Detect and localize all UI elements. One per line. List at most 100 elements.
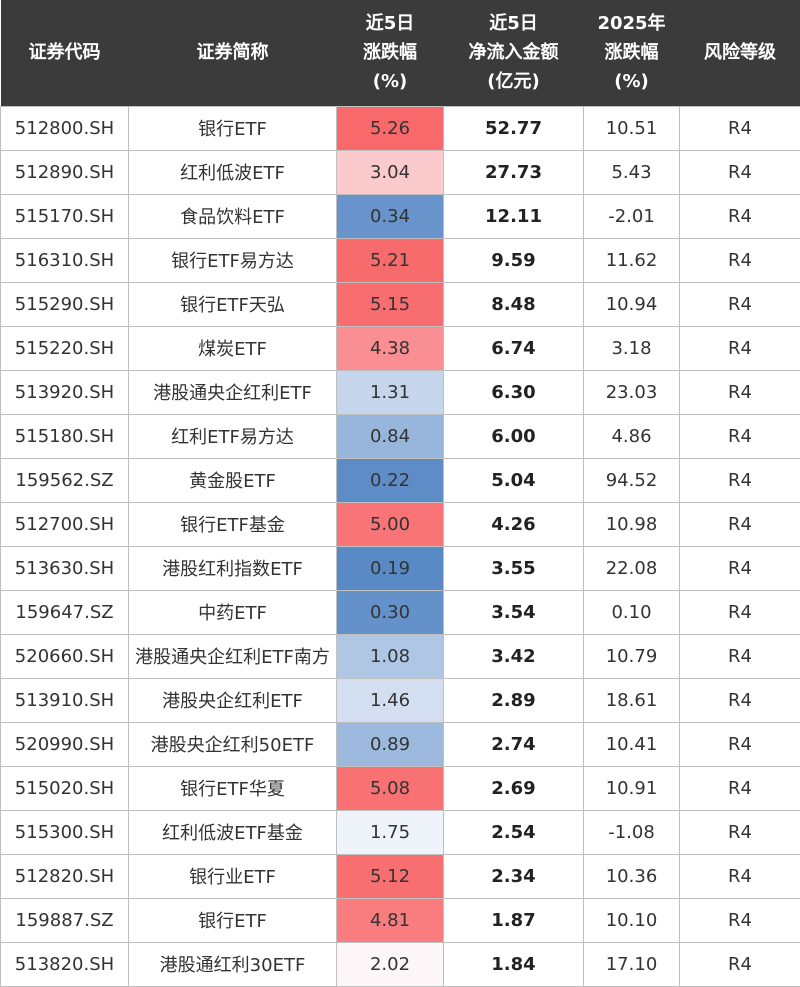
risk-level-cell: R4 [680, 854, 800, 898]
header-line: 风险等级 [680, 38, 800, 67]
header-line: 证券代码 [1, 38, 129, 67]
risk-level-cell: R4 [680, 810, 800, 854]
security-name-cell: 港股央企红利ETF [129, 678, 337, 722]
security-name-cell: 银行ETF天弘 [129, 282, 337, 326]
net-inflow-5d-cell: 52.77 [444, 106, 584, 150]
change-2025-cell: -2.01 [584, 194, 680, 238]
risk-level-cell: R4 [680, 590, 800, 634]
security-name-cell: 港股通央企红利ETF [129, 370, 337, 414]
security-name-cell: 食品饮料ETF [129, 194, 337, 238]
net-inflow-5d-cell: 9.59 [444, 238, 584, 282]
change-2025-cell: 94.52 [584, 458, 680, 502]
net-inflow-5d-cell: 1.84 [444, 942, 584, 986]
security-name-cell: 银行ETF易方达 [129, 238, 337, 282]
risk-level-cell: R4 [680, 898, 800, 942]
net-inflow-5d-cell: 6.00 [444, 414, 584, 458]
change-2025-cell: 3.18 [584, 326, 680, 370]
risk-level-cell: R4 [680, 238, 800, 282]
header-line: 近5日 [444, 9, 584, 38]
net-inflow-5d-cell: 2.74 [444, 722, 584, 766]
risk-level-cell: R4 [680, 370, 800, 414]
security-code-cell: 512800.SH [1, 106, 129, 150]
header-line: (%) [584, 67, 680, 96]
header-name: 证券简称 [129, 0, 337, 106]
header-line: 2025年 [584, 9, 680, 38]
change-5d-cell: 2.02 [337, 942, 444, 986]
risk-level-cell: R4 [680, 414, 800, 458]
risk-level-cell: R4 [680, 282, 800, 326]
header-line: 证券简称 [129, 38, 337, 67]
security-name-cell: 煤炭ETF [129, 326, 337, 370]
net-inflow-5d-cell: 8.48 [444, 282, 584, 326]
change-5d-cell: 0.34 [337, 194, 444, 238]
risk-level-cell: R4 [680, 106, 800, 150]
change-5d-cell: 5.12 [337, 854, 444, 898]
risk-level-cell: R4 [680, 722, 800, 766]
security-name-cell: 红利ETF易方达 [129, 414, 337, 458]
header-line: 涨跌幅 [337, 38, 444, 67]
change-5d-cell: 5.26 [337, 106, 444, 150]
header-chg5d: 近5日涨跌幅(%) [337, 0, 444, 106]
header-code: 证券代码 [1, 0, 129, 106]
net-inflow-5d-cell: 6.74 [444, 326, 584, 370]
security-name-cell: 港股通央企红利ETF南方 [129, 634, 337, 678]
change-5d-cell: 0.30 [337, 590, 444, 634]
net-inflow-5d-cell: 1.87 [444, 898, 584, 942]
risk-level-cell: R4 [680, 546, 800, 590]
change-5d-cell: 5.08 [337, 766, 444, 810]
security-code-cell: 515220.SH [1, 326, 129, 370]
net-inflow-5d-cell: 5.04 [444, 458, 584, 502]
security-code-cell: 520660.SH [1, 634, 129, 678]
security-code-cell: 513820.SH [1, 942, 129, 986]
security-name-cell: 银行ETF华夏 [129, 766, 337, 810]
net-inflow-5d-cell: 3.54 [444, 590, 584, 634]
net-inflow-5d-cell: 12.11 [444, 194, 584, 238]
change-5d-cell: 0.22 [337, 458, 444, 502]
security-code-cell: 512700.SH [1, 502, 129, 546]
risk-level-cell: R4 [680, 150, 800, 194]
security-name-cell: 银行ETF [129, 898, 337, 942]
change-2025-cell: 10.91 [584, 766, 680, 810]
change-2025-cell: 10.98 [584, 502, 680, 546]
risk-level-cell: R4 [680, 634, 800, 678]
change-5d-cell: 0.19 [337, 546, 444, 590]
header-risk: 风险等级 [680, 0, 800, 106]
change-5d-cell: 5.21 [337, 238, 444, 282]
security-code-cell: 159647.SZ [1, 590, 129, 634]
security-code-cell: 513910.SH [1, 678, 129, 722]
change-5d-cell: 4.81 [337, 898, 444, 942]
change-2025-cell: 10.79 [584, 634, 680, 678]
security-name-cell: 中药ETF [129, 590, 337, 634]
change-2025-cell: 11.62 [584, 238, 680, 282]
change-5d-cell: 5.00 [337, 502, 444, 546]
security-name-cell: 银行ETF [129, 106, 337, 150]
security-code-cell: 516310.SH [1, 238, 129, 282]
security-code-cell: 515170.SH [1, 194, 129, 238]
change-2025-cell: 10.36 [584, 854, 680, 898]
risk-level-cell: R4 [680, 766, 800, 810]
change-2025-cell: 10.41 [584, 722, 680, 766]
risk-level-cell: R4 [680, 194, 800, 238]
change-2025-cell: 17.10 [584, 942, 680, 986]
security-name-cell: 港股通红利30ETF [129, 942, 337, 986]
net-inflow-5d-cell: 3.42 [444, 634, 584, 678]
net-inflow-5d-cell: 4.26 [444, 502, 584, 546]
change-2025-cell: 23.03 [584, 370, 680, 414]
header-chg2025: 2025年涨跌幅(%) [584, 0, 680, 106]
